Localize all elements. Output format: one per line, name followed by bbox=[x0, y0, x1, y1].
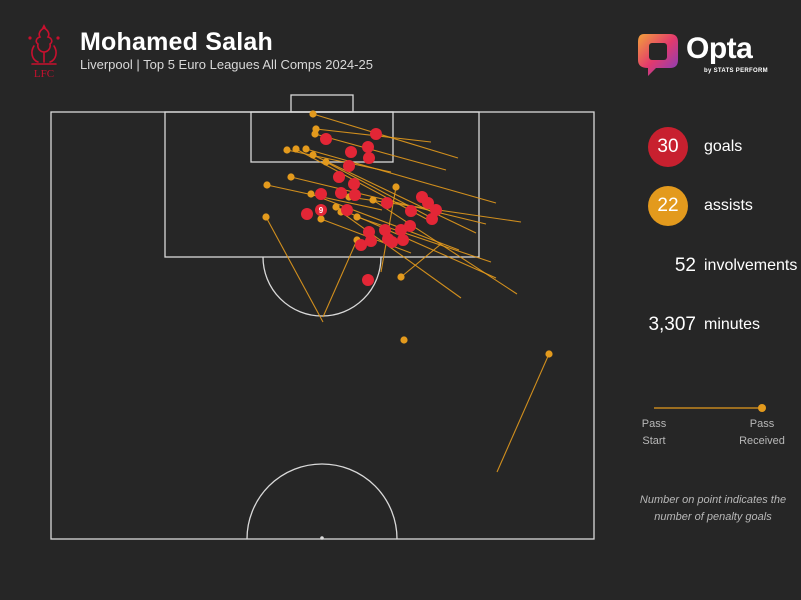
assist-point bbox=[307, 190, 315, 198]
assist-point bbox=[309, 110, 317, 118]
assist-point bbox=[292, 145, 300, 153]
stat-goals-label: goals bbox=[704, 138, 743, 155]
goal-point bbox=[365, 235, 377, 247]
goal-frame bbox=[290, 94, 354, 113]
assist-point bbox=[317, 215, 325, 223]
goal-points: 9 bbox=[301, 128, 442, 286]
assist-point bbox=[353, 213, 361, 221]
goal-point bbox=[381, 197, 393, 209]
assist-point bbox=[332, 203, 340, 211]
goal-point bbox=[397, 234, 409, 246]
penalty-goal-count: 9 bbox=[319, 206, 324, 215]
goal-point bbox=[315, 204, 327, 216]
stat-involvements-value: 52 bbox=[674, 255, 696, 276]
centre-circle bbox=[246, 463, 398, 540]
chart-title: Mohamed Salah bbox=[80, 28, 273, 56]
goal-point bbox=[363, 226, 375, 238]
goal-point bbox=[422, 197, 434, 209]
assist-pass-line bbox=[400, 243, 442, 278]
assist-point bbox=[309, 151, 317, 159]
stat-involvements-label: involvements bbox=[704, 257, 798, 274]
goal-point bbox=[333, 171, 345, 183]
goal-point bbox=[426, 213, 438, 225]
goal-point bbox=[348, 178, 360, 190]
goal-point bbox=[370, 128, 382, 140]
legend-start-text: Pass Start bbox=[641, 418, 667, 447]
assist-pass-line bbox=[356, 216, 492, 263]
stat-assists-label: assists bbox=[704, 197, 753, 214]
stat-minutes-value: 3,307 bbox=[648, 314, 696, 335]
goal-point bbox=[315, 188, 327, 200]
chart-subtitle: Liverpool | Top 5 Euro Leagues All Comps… bbox=[80, 57, 373, 72]
penalty-note: Number on point indicates the number of … bbox=[639, 494, 787, 523]
opta-logo-icon bbox=[638, 34, 678, 76]
assist-lines bbox=[265, 113, 550, 473]
goal-point bbox=[355, 239, 367, 251]
assist-point bbox=[302, 145, 310, 153]
goal-point bbox=[345, 146, 357, 158]
assist-point bbox=[262, 213, 270, 221]
goal-point bbox=[301, 208, 313, 220]
opta-wordmark: Opta bbox=[686, 32, 753, 65]
assist-pass-line bbox=[340, 211, 462, 299]
stat-goals-value: 30 bbox=[648, 127, 688, 167]
assist-pass-line bbox=[305, 148, 497, 204]
penalty-arc bbox=[262, 256, 382, 317]
goal-point bbox=[404, 220, 416, 232]
assist-point bbox=[287, 173, 295, 181]
assist-point bbox=[263, 181, 271, 189]
assist-pass-line bbox=[314, 133, 447, 171]
goal-point bbox=[379, 224, 391, 236]
assist-point bbox=[311, 130, 319, 138]
goal-point bbox=[362, 141, 374, 153]
legend-pass-start-label: Pass Start bbox=[632, 416, 676, 450]
legend-pass-line bbox=[654, 404, 766, 412]
goal-point bbox=[395, 224, 407, 236]
assist-point bbox=[392, 183, 400, 191]
assist-point bbox=[397, 273, 405, 281]
stat-assists-value: 22 bbox=[648, 186, 688, 226]
svg-text:LFC: LFC bbox=[34, 68, 54, 80]
stat-minutes-label: minutes bbox=[704, 316, 761, 333]
assist-point bbox=[545, 350, 553, 358]
assist-point bbox=[369, 196, 377, 204]
assist-point bbox=[400, 336, 408, 344]
goal-point bbox=[349, 189, 361, 201]
legend-pass-received-label: Pass Received bbox=[732, 416, 792, 450]
assist-point bbox=[283, 146, 291, 154]
assist-pass-line bbox=[312, 113, 459, 159]
goal-point bbox=[343, 160, 355, 172]
goal-point bbox=[386, 236, 398, 248]
assist-pass-line bbox=[322, 239, 358, 318]
goal-point bbox=[320, 133, 332, 145]
assist-pass-line bbox=[265, 216, 324, 323]
centre-spot bbox=[320, 536, 324, 540]
goal-point bbox=[341, 204, 353, 216]
assist-pass-line bbox=[496, 353, 550, 473]
lfc-crest-logo: LFC bbox=[28, 24, 60, 80]
goal-point bbox=[335, 187, 347, 199]
opta-subtitle: by STATS PERFORM bbox=[704, 68, 768, 74]
goal-point bbox=[363, 152, 375, 164]
goal-point bbox=[430, 204, 442, 216]
pitch-outline bbox=[50, 111, 595, 540]
goal-point bbox=[362, 274, 374, 286]
goal-point bbox=[405, 205, 417, 217]
legend-end-text: Pass Received bbox=[739, 418, 785, 447]
assist-point bbox=[322, 158, 330, 166]
